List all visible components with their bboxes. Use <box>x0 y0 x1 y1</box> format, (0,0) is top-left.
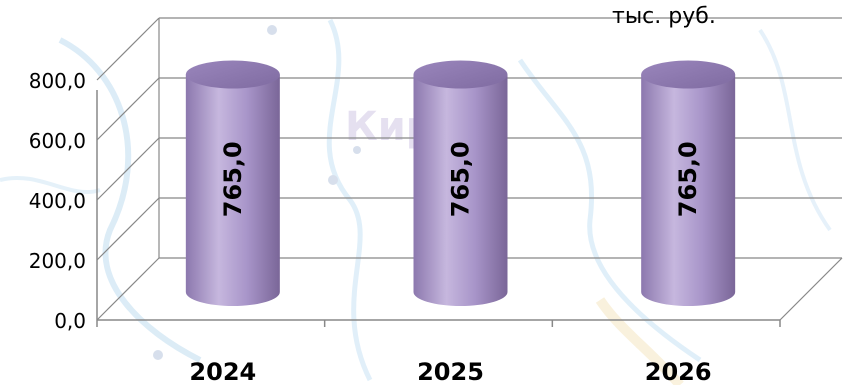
gridline-slant <box>96 197 160 261</box>
y-tick-label: 800,0 <box>29 69 86 93</box>
bar-body <box>185 74 280 306</box>
bar-2025: 765,0 <box>413 60 508 306</box>
bar-top <box>413 60 508 89</box>
bar-body <box>641 74 736 306</box>
bar-2026: 765,0 <box>641 60 736 306</box>
floor-right-edge <box>779 257 843 321</box>
y-tick-label: 400,0 <box>29 189 86 213</box>
y-axis-tick-labels: 0,0 200,0 400,0 600,0 800,0 <box>29 69 86 333</box>
x-tick-label: 2024 <box>189 358 256 385</box>
bar-value-label: 765,0 <box>674 141 702 217</box>
gridline-slant <box>96 137 160 201</box>
y-tick-label: 200,0 <box>29 249 86 273</box>
y-tick-label: 600,0 <box>29 129 86 153</box>
bar-top <box>185 60 280 89</box>
x-tick-label: 2025 <box>417 358 484 385</box>
x-tick-label: 2026 <box>645 358 712 385</box>
bars: 765,0 765,0 765,0 <box>185 60 736 306</box>
bar-top <box>641 60 736 89</box>
y-tick-label: 0,0 <box>54 309 86 333</box>
x-axis-tick-labels: 2024 2025 2026 <box>189 358 711 385</box>
bar-2024: 765,0 <box>185 60 280 306</box>
unit-label: тыс. руб. <box>612 4 716 29</box>
bar-body <box>413 74 508 306</box>
gridline-slant <box>96 77 160 141</box>
axes <box>96 18 843 327</box>
bar-value-label: 765,0 <box>219 141 247 217</box>
chart-title-fragment <box>0 0 600 10</box>
gridline-slant <box>96 257 160 321</box>
bar-value-label: 765,0 <box>447 141 475 217</box>
gridline-slant <box>96 17 160 81</box>
